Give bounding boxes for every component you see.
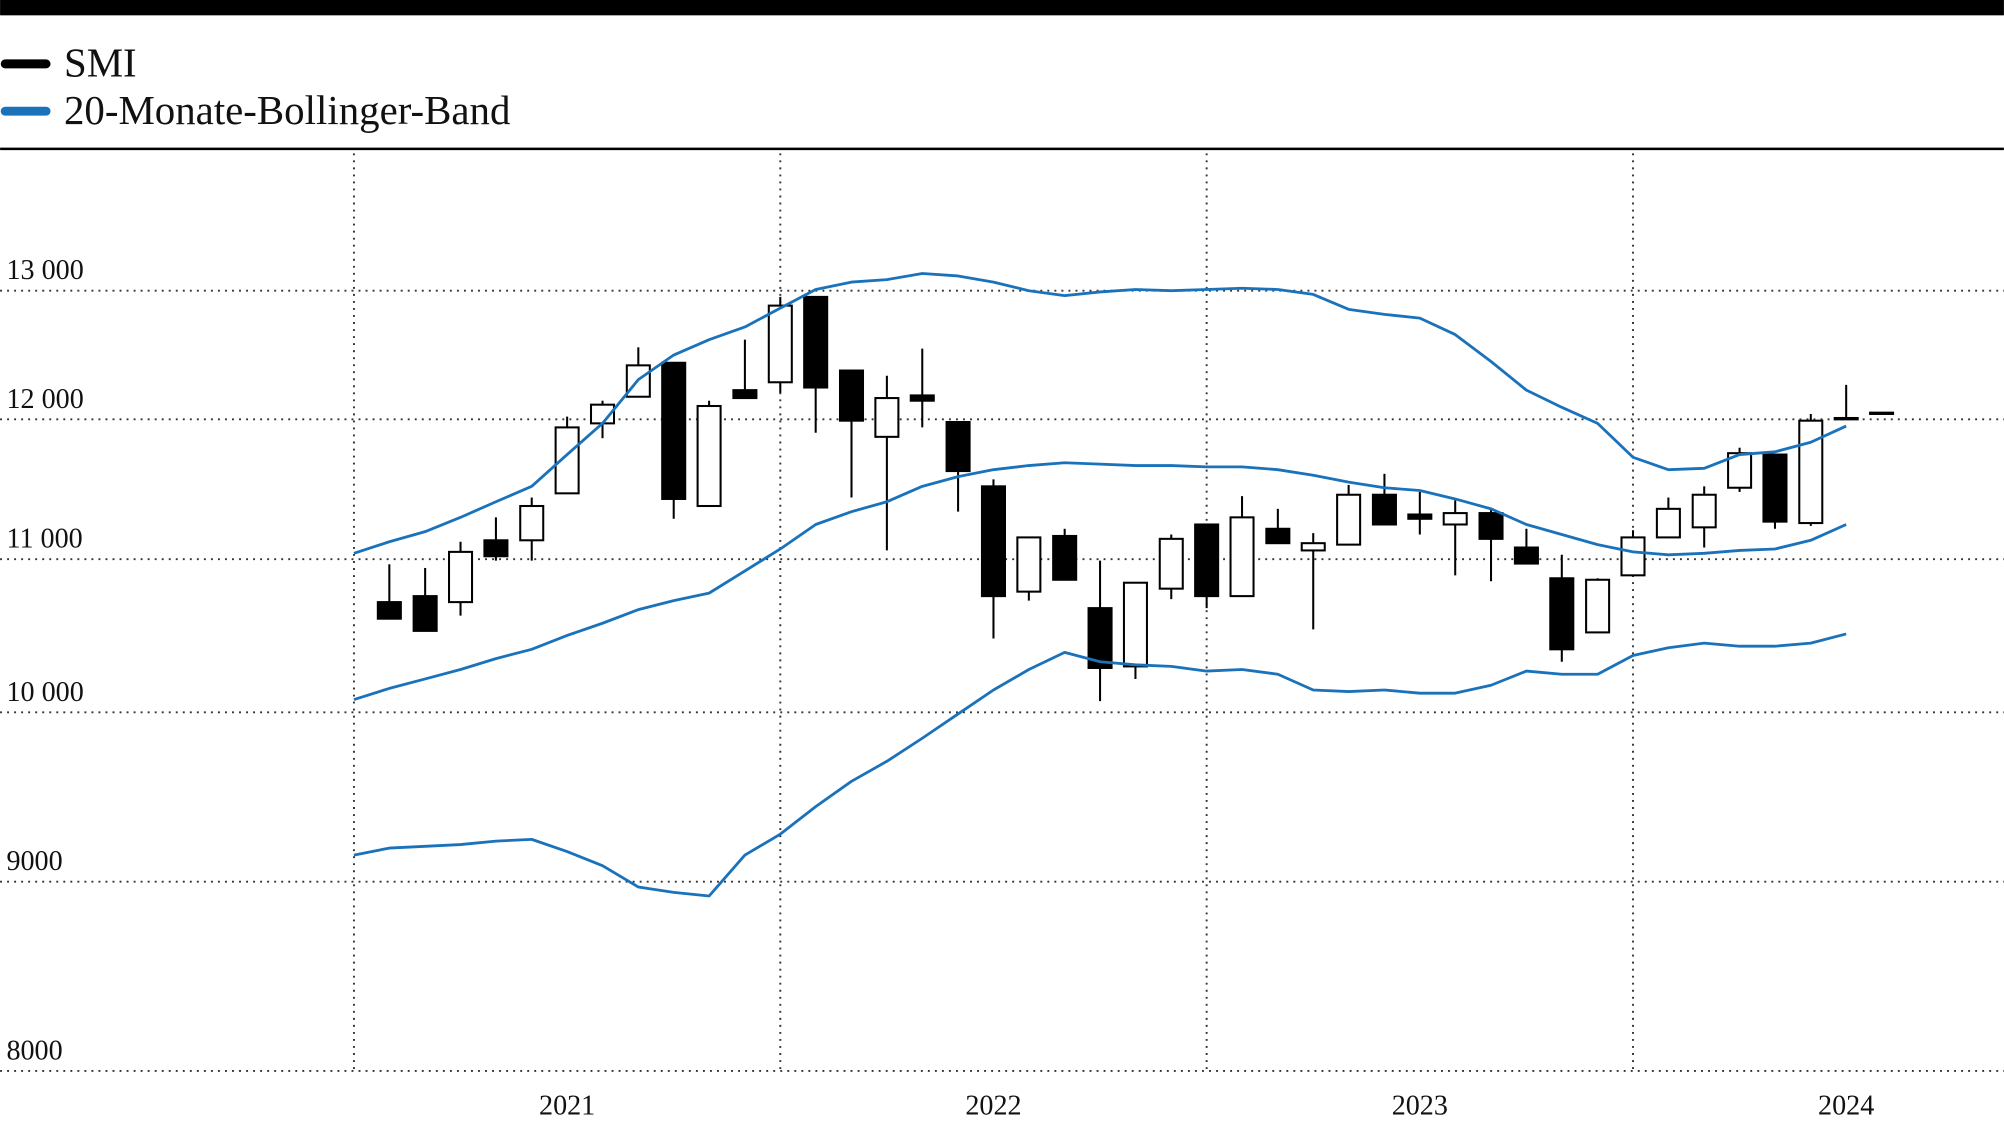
candle-body [696, 404, 722, 508]
candle-body [1655, 507, 1681, 539]
candle-body [767, 304, 793, 384]
candle-body [1336, 493, 1362, 546]
band-middle [353, 461, 1847, 701]
candle-body [412, 595, 438, 632]
legend-label: 20-Monate-Bollinger-Band [64, 88, 510, 133]
candle-body [874, 397, 900, 438]
candle-body [448, 550, 474, 604]
candle-body [803, 295, 829, 389]
candle-body [1300, 542, 1326, 552]
candle-body [980, 485, 1006, 598]
y-tick-label: 10 000 [6, 677, 83, 708]
candle-body [376, 601, 402, 620]
y-tick-label: 8000 [6, 1035, 62, 1066]
candle-body [1620, 536, 1646, 577]
candle-body [483, 539, 509, 558]
candle-body [1087, 607, 1113, 669]
legend-label: SMI [64, 41, 137, 86]
candle-body [1371, 493, 1397, 526]
candle-body [1016, 536, 1042, 593]
candle-body [1549, 577, 1575, 651]
candle-body [1052, 534, 1078, 581]
y-tick-label: 9000 [6, 846, 62, 877]
candle-body [1833, 416, 1859, 421]
candle-body [909, 394, 935, 402]
candle-body [1442, 512, 1468, 526]
x-tick-label: 2024 [1818, 1090, 1874, 1121]
candle-body [732, 389, 758, 400]
candle-body [519, 504, 545, 542]
x-tick-label: 2022 [965, 1090, 1021, 1121]
grid: 8000 9000 10 000 11 000 12 000 13 000 2021 2022… [0, 153, 2004, 1121]
y-tick-label: 12 000 [6, 384, 83, 415]
candle-body [1869, 411, 1895, 415]
x-tick-label: 2023 [1392, 1090, 1448, 1121]
candle-body [1798, 419, 1824, 525]
candle-body [945, 421, 971, 473]
y-tick-label: 11 000 [6, 524, 82, 555]
candle-body [838, 369, 865, 422]
candle-body [1585, 578, 1611, 634]
candle-body [1122, 581, 1148, 668]
candle-body [1691, 493, 1717, 529]
top-bar [0, 0, 2004, 16]
candle-body [1158, 537, 1184, 590]
candle-body [1265, 527, 1291, 545]
candle-body [1229, 516, 1255, 598]
candle-body [661, 361, 687, 500]
band-upper [353, 272, 1847, 555]
candle-body [1762, 453, 1788, 523]
candle-body [1513, 546, 1539, 565]
plot [353, 272, 1895, 898]
candle-body [554, 426, 580, 495]
y-tick-label: 13 000 [6, 255, 83, 286]
band-lower [353, 632, 1847, 898]
candle-body [1407, 513, 1433, 520]
x-tick-label: 2021 [539, 1090, 595, 1121]
candle-body [1194, 523, 1220, 598]
candle-body [1478, 512, 1504, 540]
